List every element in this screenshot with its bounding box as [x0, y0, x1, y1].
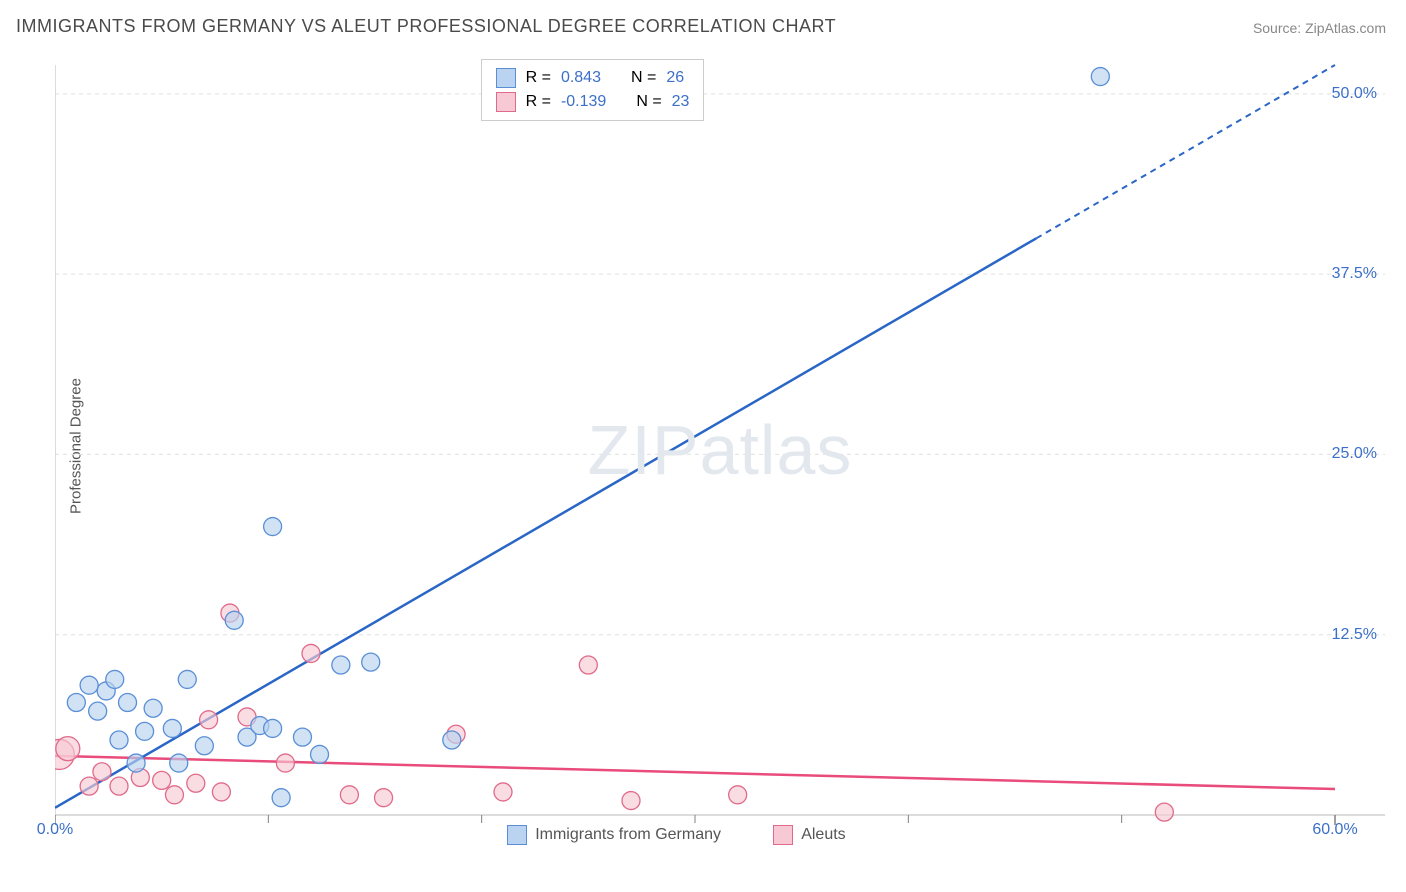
swatch-series-a	[496, 68, 516, 88]
swatch-series-b	[496, 92, 516, 112]
r-value-a: 0.843	[561, 66, 601, 90]
n-label-a: N =	[631, 66, 656, 90]
n-label-b: N =	[636, 90, 661, 114]
source-attribution: Source: ZipAtlas.com	[1253, 20, 1386, 36]
x-tick-label: 60.0%	[1312, 821, 1357, 839]
chart-title: IMMIGRANTS FROM GERMANY VS ALEUT PROFESS…	[16, 16, 836, 37]
plot-area: ZIPatlas R = 0.843 N = 26 R = -0.139 N =…	[55, 55, 1385, 845]
swatch-x-a	[507, 825, 527, 845]
x-legend-label-a: Immigrants from Germany	[535, 826, 721, 844]
r-label-b: R =	[526, 90, 551, 114]
x-tick-label: 0.0%	[37, 821, 73, 839]
x-legend-label-b: Aleuts	[801, 826, 845, 844]
scatter-chart-svg	[55, 55, 1385, 845]
x-legend-series-a: Immigrants from Germany	[507, 825, 721, 845]
n-value-b: 23	[672, 90, 690, 114]
r-label-a: R =	[526, 66, 551, 90]
y-tick-label: 25.0%	[1332, 445, 1377, 463]
n-value-a: 26	[666, 66, 684, 90]
swatch-x-b	[773, 825, 793, 845]
legend-row-series-b: R = -0.139 N = 23	[496, 90, 690, 114]
y-tick-label: 50.0%	[1332, 85, 1377, 103]
y-tick-label: 12.5%	[1332, 626, 1377, 644]
r-value-b: -0.139	[561, 90, 606, 114]
y-tick-label: 37.5%	[1332, 265, 1377, 283]
correlation-legend: R = 0.843 N = 26 R = -0.139 N = 23	[481, 59, 705, 121]
x-legend-series-b: Aleuts	[773, 825, 845, 845]
chart-container: IMMIGRANTS FROM GERMANY VS ALEUT PROFESS…	[0, 0, 1406, 892]
legend-row-series-a: R = 0.843 N = 26	[496, 66, 690, 90]
